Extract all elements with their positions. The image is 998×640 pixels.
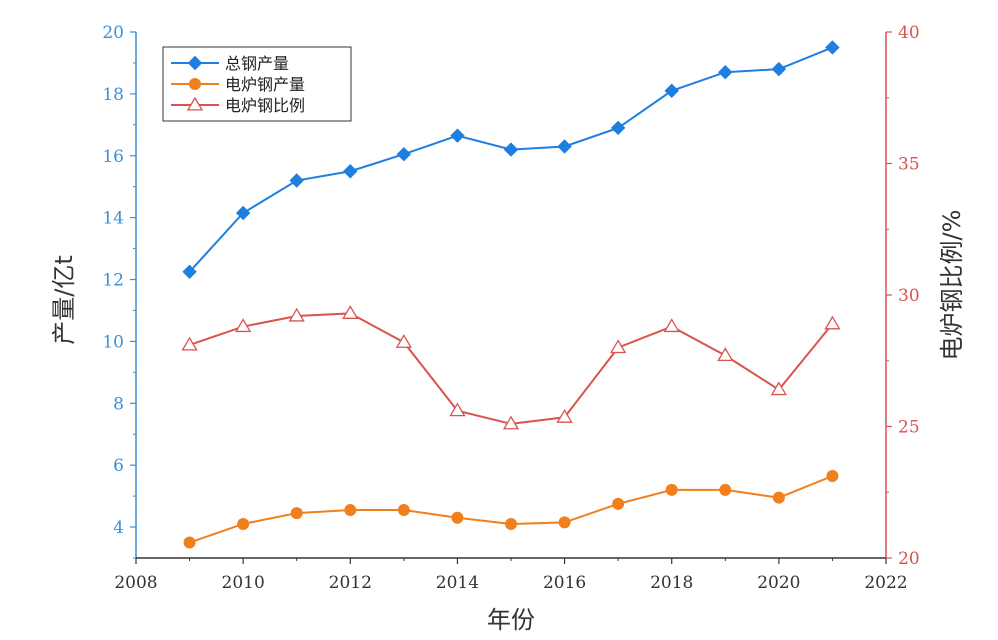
y-left-tick-label: 16: [102, 147, 124, 167]
data-point-diamond: [289, 173, 304, 188]
series-group: [181, 40, 841, 549]
y-left-tick-label: 8: [113, 394, 124, 414]
data-point-circle: [183, 536, 196, 549]
x-axis-title: 年份: [487, 606, 535, 634]
x-tick-label: 2010: [222, 573, 265, 593]
x-tick-label: 2012: [329, 573, 372, 593]
y-left-tick-label: 18: [102, 85, 124, 105]
legend-label: 电炉钢比例: [225, 96, 305, 115]
legend-label: 总钢产量: [225, 54, 289, 73]
data-point-triangle: [824, 315, 841, 330]
data-point-diamond: [343, 164, 358, 179]
data-point-circle: [451, 511, 464, 524]
data-point-diamond: [825, 40, 840, 55]
x-tick-label: 2008: [114, 573, 157, 593]
y-left-tick-label: 10: [102, 332, 124, 352]
legend-marker-diamond: [187, 55, 203, 71]
data-point-circle: [719, 483, 732, 496]
data-point-triangle: [663, 318, 680, 333]
data-point-triangle: [717, 347, 734, 362]
data-point-diamond: [771, 61, 787, 77]
data-point-diamond: [235, 205, 251, 221]
data-point-triangle: [502, 415, 520, 430]
data-point-diamond: [182, 264, 197, 280]
y-axis-title-right: 电炉钢比例/%: [938, 210, 966, 361]
data-point-diamond: [450, 128, 465, 143]
data-point-circle: [290, 507, 303, 520]
x-tick-label: 2020: [757, 573, 800, 593]
data-point-circle: [826, 470, 839, 483]
data-point-diamond: [610, 120, 626, 136]
x-tick-label: 2016: [543, 573, 586, 593]
data-point-diamond: [557, 139, 572, 154]
y-right-tick-label: 30: [898, 286, 920, 306]
legend-label: 电炉钢产量: [225, 75, 305, 94]
data-point-circle: [397, 504, 410, 517]
legend-marker-triangle: [186, 96, 204, 111]
data-point-diamond: [396, 147, 412, 162]
data-point-triangle: [342, 305, 359, 319]
series-line-circle: [189, 475, 833, 544]
ticks-group: 2008 2010 2012 2014 2016 2018 2020 202246810121…: [102, 23, 919, 593]
y-axis-title-left: 产量/亿t: [50, 255, 78, 345]
data-point-circle: [505, 517, 517, 530]
series-line-triangle: [189, 312, 834, 425]
data-point-triangle: [235, 318, 252, 333]
x-tick-label: 2014: [436, 573, 479, 593]
x-tick-label: 2022: [864, 573, 907, 593]
y-right-tick-label: 40: [898, 23, 920, 43]
y-right-tick-label: 20: [898, 549, 920, 569]
data-point-circle: [612, 497, 625, 510]
data-point-triangle: [449, 402, 466, 417]
data-point-circle: [344, 504, 357, 517]
data-point-diamond: [718, 65, 733, 80]
data-point-circle: [772, 491, 785, 504]
data-point-diamond: [503, 142, 519, 157]
y-left-tick-label: 12: [102, 271, 124, 291]
legend-marker-circle: [189, 78, 201, 90]
data-point-circle: [558, 516, 571, 529]
y-right-tick-label: 25: [898, 418, 920, 438]
data-point-triangle: [181, 336, 198, 351]
data-point-circle: [237, 517, 250, 530]
data-point-diamond: [664, 83, 679, 98]
y-right-tick-label: 35: [898, 155, 920, 175]
y-left-tick-label: 20: [102, 23, 124, 43]
data-point-triangle: [395, 334, 412, 348]
x-tick-label: 2018: [650, 573, 693, 593]
y-left-tick-label: 4: [113, 518, 124, 538]
data-point-triangle: [556, 409, 573, 423]
data-point-circle: [665, 483, 678, 496]
data-point-triangle: [610, 339, 627, 354]
y-left-tick-label: 6: [113, 456, 124, 476]
data-point-triangle: [288, 307, 305, 322]
data-point-triangle: [770, 381, 787, 396]
y-left-tick-label: 14: [102, 209, 124, 229]
